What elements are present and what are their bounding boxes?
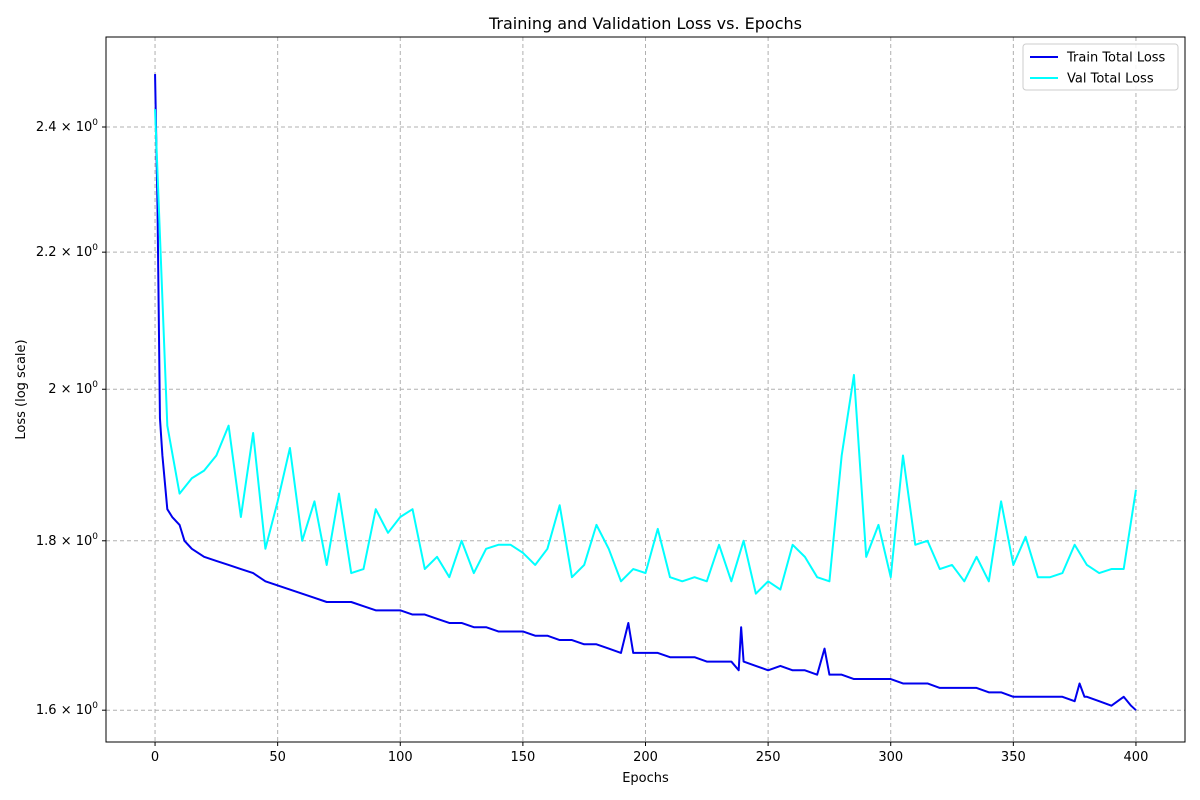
legend-label: Val Total Loss [1067,72,1154,87]
y-tick-label: 1.6 × 100 [36,701,98,718]
x-tick-label: 50 [269,750,286,765]
y-axis-label: Loss (log scale) [14,339,29,439]
x-tick-label: 150 [510,750,535,765]
x-tick-label: 350 [1001,750,1026,765]
legend-label: Train Total Loss [1066,51,1166,66]
y-axis-ticks: 1.6 × 100 1.8 × 100 2 × 100 2.2 × 100 2.4 × … [36,118,106,718]
series-layer [154,74,1137,711]
y-tick-label: 2.2 × 100 [36,243,98,260]
legend-box [1022,43,1179,91]
x-axis-label: Epochs [622,771,669,786]
chart-title: Training and Validation Loss vs. Epochs [488,14,802,33]
y-tick-label: 2 × 100 [48,380,98,397]
x-tick-label: 300 [878,750,903,765]
x-axis-ticks: 0 50 100 150 200 250 300 350 400 [151,742,1148,765]
series-line-train [154,74,1137,711]
grid [106,37,1185,742]
legend: Train Total Loss Val Total Loss [1022,43,1179,91]
x-tick-label: 200 [633,750,658,765]
x-tick-label: 100 [388,750,413,765]
x-tick-label: 250 [756,750,781,765]
x-tick-label: 0 [151,750,159,765]
series-line-val [154,109,1137,595]
x-tick-label: 400 [1124,750,1149,765]
y-tick-label: 1.8 × 100 [36,532,98,549]
y-tick-label: 2.4 × 100 [36,118,98,135]
